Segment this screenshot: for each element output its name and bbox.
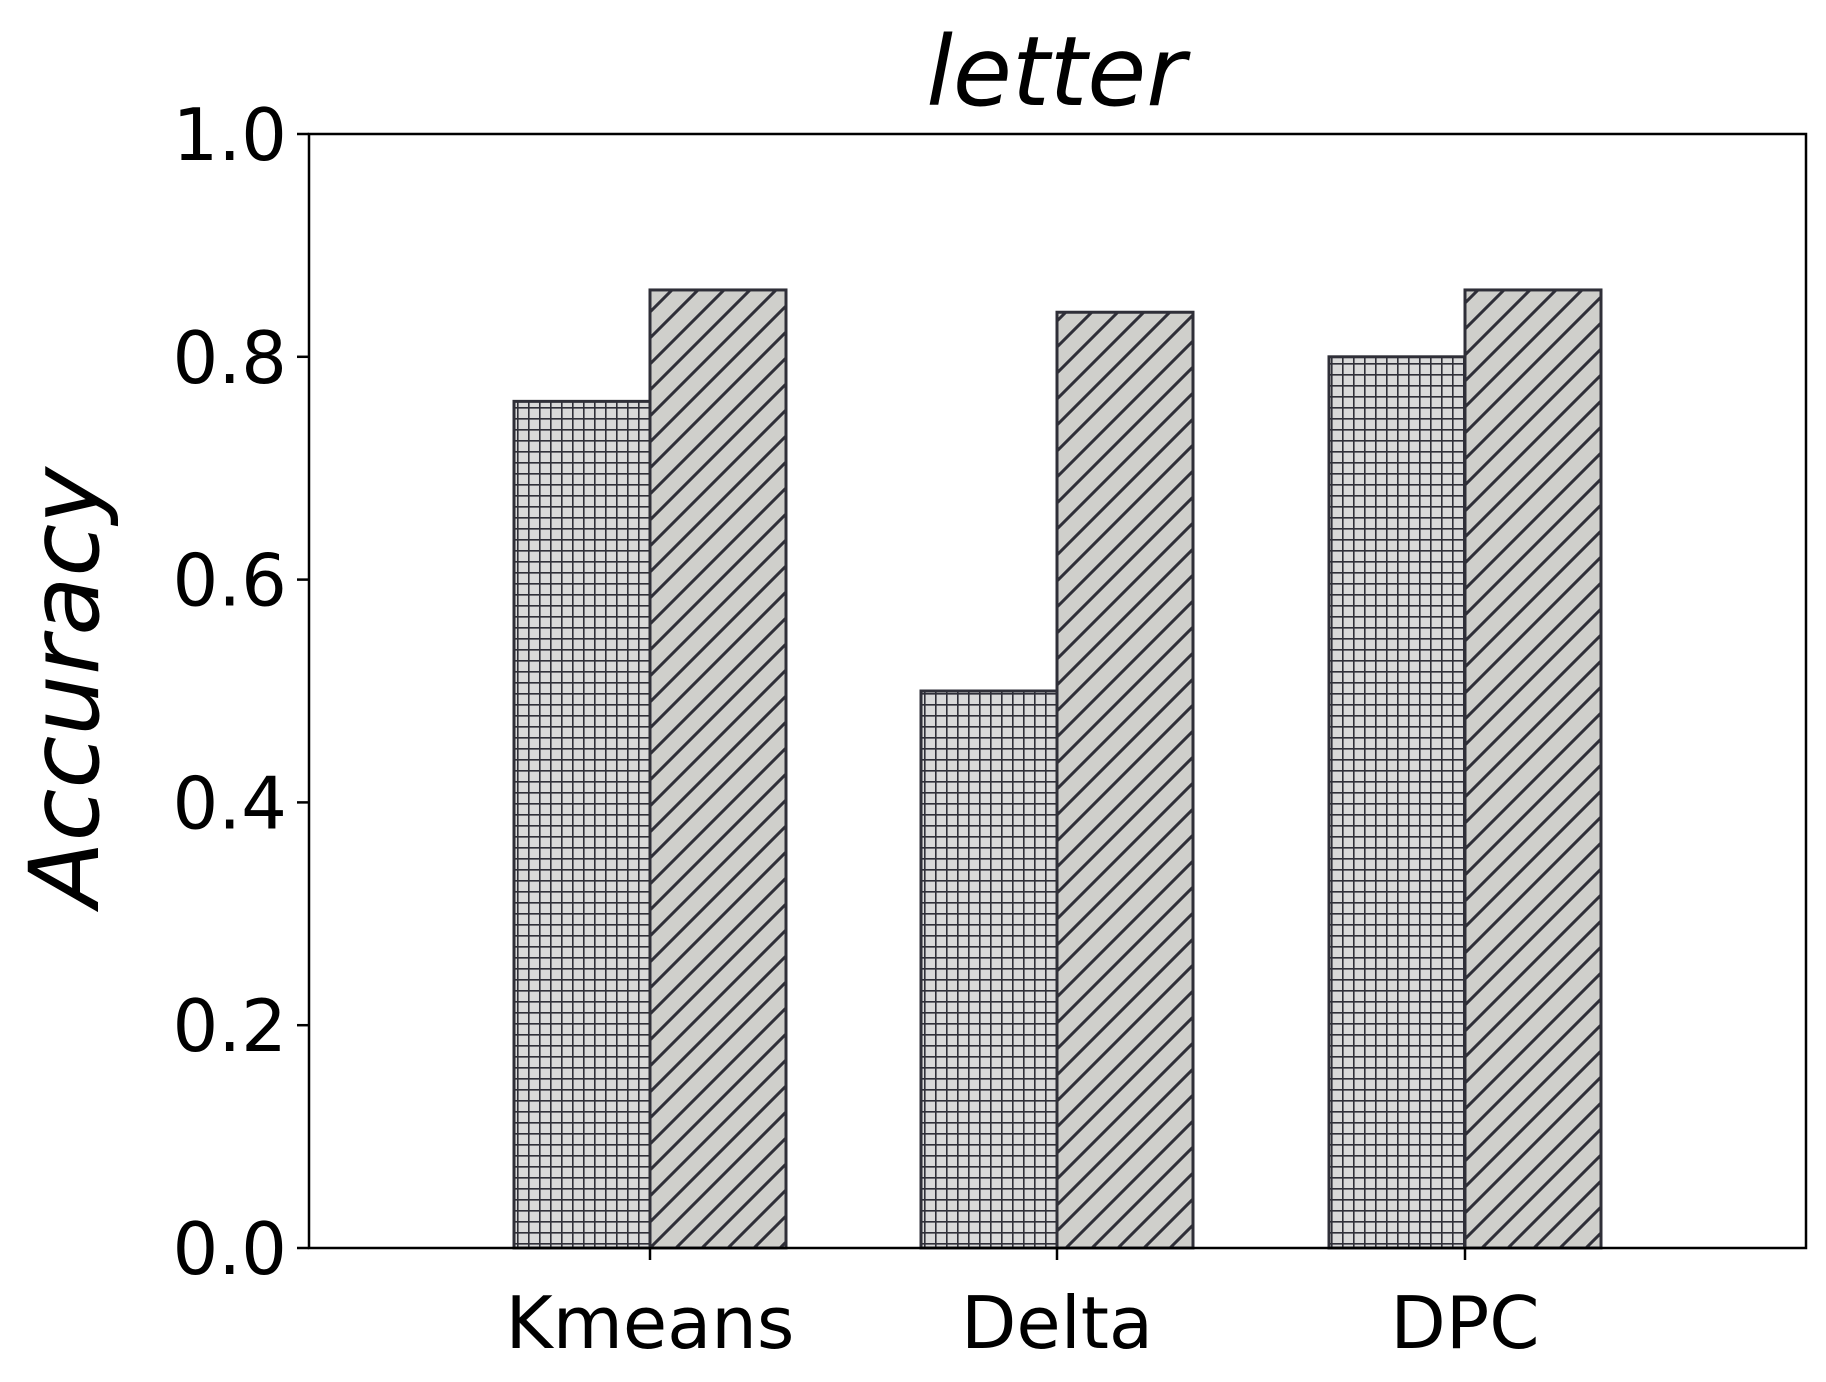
y-axis-label: Accuracy [9,466,121,913]
x-tick-label-dpc: DPC [1390,1281,1539,1365]
y-tick-label: 0.6 [172,539,287,623]
y-tick-label: 0.8 [172,316,287,400]
bar-diagonal-kmeans [648,288,788,1250]
x-tick-label-kmeans: Kmeans [506,1281,795,1365]
y-tick-label: 1.0 [172,93,287,177]
plot-frame [307,132,1808,1250]
y-tick-label: 0.4 [172,761,287,845]
x-ticks-group: Kmeans Delta DPC [506,1248,1540,1365]
y-tick-label: 0.2 [172,984,287,1068]
y-tick-label: 0.0 [172,1207,287,1291]
bars-group [512,288,1603,1250]
bar-grid-dpc [1327,355,1467,1250]
bar-grid-delta [919,689,1059,1250]
y-ticks-group: 0.0 0.2 0.4 0.6 0.8 1.0 [172,93,309,1291]
x-tick-label-delta: Delta [961,1281,1153,1365]
bar-grid-kmeans [512,399,652,1250]
bar-diagonal-delta [1055,310,1195,1250]
bar-diagonal-dpc [1463,288,1603,1250]
chart-title: letter [926,16,1191,128]
